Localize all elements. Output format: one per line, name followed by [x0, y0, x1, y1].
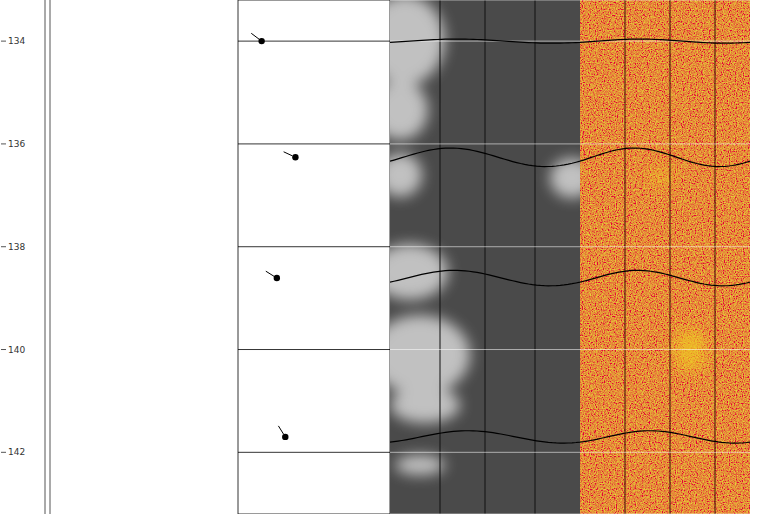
svg-text:138: 138: [8, 242, 25, 252]
svg-text:142: 142: [8, 447, 25, 457]
svg-text:140: 140: [8, 345, 25, 355]
svg-text:136: 136: [8, 139, 25, 149]
svg-text:134: 134: [8, 36, 25, 46]
